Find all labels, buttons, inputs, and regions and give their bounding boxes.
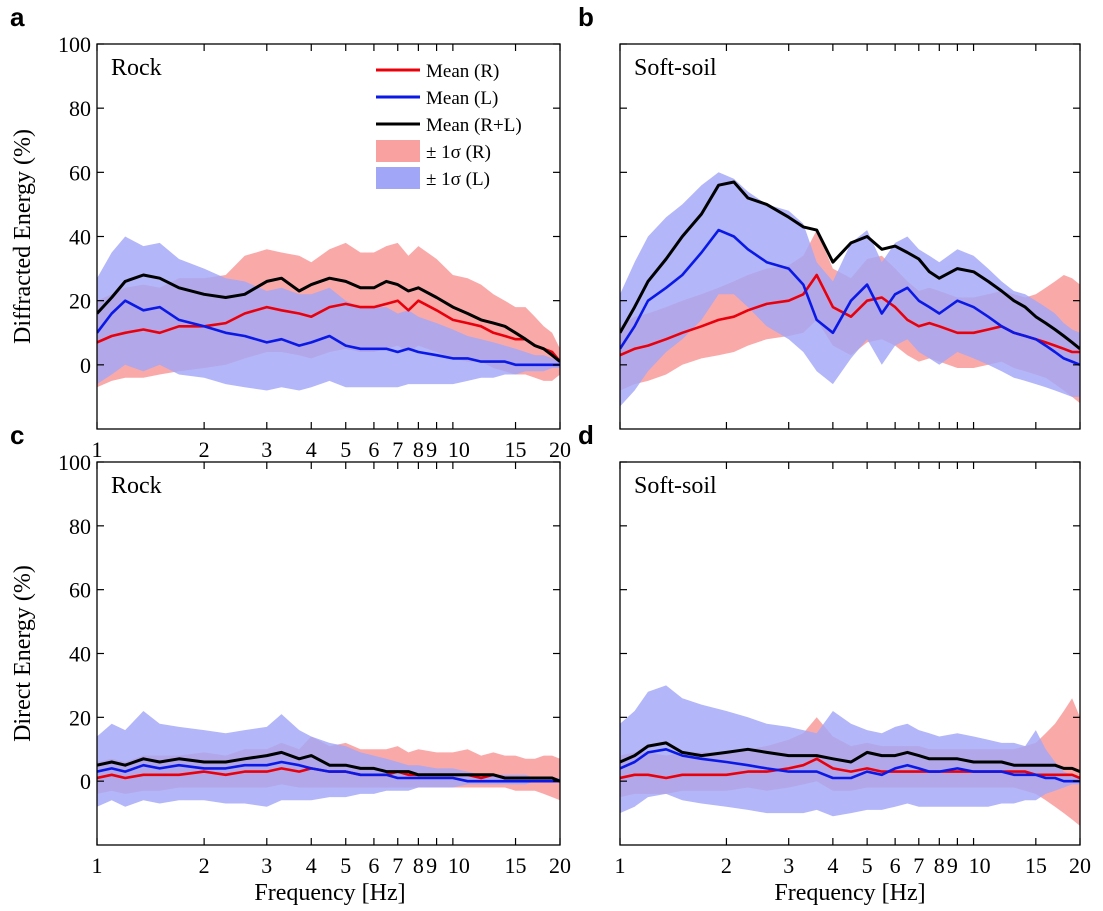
- legend-swatch: [376, 167, 420, 189]
- y-tick-label: 40: [69, 642, 91, 667]
- x-tick-label: 2: [199, 437, 210, 462]
- x-tick-label: 5: [340, 437, 351, 462]
- panel-letter: b: [578, 2, 594, 32]
- legend-label: ± 1σ (R): [426, 142, 491, 163]
- panel-name: Rock: [111, 473, 162, 499]
- x-tick-label: 20: [549, 853, 571, 878]
- legend-label: Mean (R+L): [426, 115, 522, 136]
- series-mean-rl: [97, 750, 560, 783]
- legend: Mean (R) Mean (L) Mean (R+L) ± 1σ (R) ± 1σ (…: [376, 61, 522, 190]
- x-tick-label: 8: [934, 853, 945, 878]
- y-tick-label: 80: [69, 514, 91, 539]
- x-tick-label: 6: [890, 853, 901, 878]
- x-tick-label: 9: [426, 437, 437, 462]
- series-mean-l: [97, 299, 560, 367]
- panel-b: Soft-soil b: [578, 2, 1081, 430]
- series-mean-l: [97, 760, 560, 783]
- x-tick-label: 5: [862, 853, 873, 878]
- y-tick-label: 100: [58, 32, 91, 57]
- panel-name: Soft-soil: [634, 473, 717, 499]
- y-axis-title: Direct Energy (%): [10, 565, 36, 742]
- band-l: [97, 711, 560, 807]
- series-mean-l: [620, 747, 1080, 783]
- x-tick-label: 7: [392, 853, 403, 878]
- series-mean-rl: [620, 741, 1080, 773]
- x-tick-label: 3: [261, 437, 272, 462]
- x-tick-label: 15: [505, 853, 527, 878]
- x-tick-label: 1: [615, 853, 626, 878]
- panel-letter: a: [10, 2, 25, 32]
- series-mean-rl: [97, 273, 560, 363]
- x-tick-label: 7: [392, 437, 403, 462]
- legend-label: Mean (R): [426, 61, 499, 82]
- series-mean-rl: [620, 180, 1080, 350]
- x-tick-label: 1: [92, 437, 103, 462]
- x-tick-label: 3: [783, 853, 794, 878]
- x-tick-label: 15: [1025, 853, 1047, 878]
- x-tick-label: 8: [413, 853, 424, 878]
- x-axis-title-left: Frequency [Hz]: [254, 880, 405, 906]
- y-tick-label: 80: [69, 96, 91, 121]
- legend-label: ± 1σ (L): [426, 169, 490, 190]
- x-axis-title-right: Frequency [Hz]: [774, 880, 925, 906]
- x-tick-label: 5: [340, 853, 351, 878]
- series-mean-r: [97, 299, 560, 363]
- x-tick-label: 4: [306, 437, 317, 462]
- y-axis-title: Diffracted Energy (%): [10, 129, 36, 344]
- y-tick-label: 0: [80, 769, 91, 794]
- x-tick-label: 1: [92, 853, 103, 878]
- panel-name: Rock: [111, 55, 162, 81]
- x-tick-label: 4: [827, 853, 838, 878]
- band-l: [620, 172, 1080, 407]
- legend-swatch: [376, 140, 420, 162]
- x-tick-label: 6: [368, 853, 379, 878]
- series-mean-l: [620, 228, 1080, 367]
- x-tick-label: 6: [368, 437, 379, 462]
- x-tick-label: 20: [1069, 853, 1091, 878]
- x-tick-label: 7: [913, 853, 924, 878]
- y-tick-label: 60: [69, 578, 91, 603]
- legend-label: Mean (L): [426, 88, 498, 109]
- x-tick-label: 3: [261, 853, 272, 878]
- y-tick-label: 60: [69, 160, 91, 185]
- panel-d: 1 2 3 4 5 6 7 8 9 10 15 20 Soft-soil d: [578, 420, 1091, 878]
- panel-letter: d: [578, 420, 594, 450]
- y-tick-label: 20: [69, 705, 91, 730]
- panel-letter: c: [10, 420, 24, 450]
- x-tick-label: 10: [448, 853, 470, 878]
- x-tick-label: 2: [721, 853, 732, 878]
- y-tick-label: 20: [69, 289, 91, 314]
- x-tick-label: 10: [969, 853, 991, 878]
- y-tick-label: 0: [80, 353, 91, 378]
- band-l: [620, 685, 1080, 817]
- y-tick-label: 40: [69, 225, 91, 250]
- x-tick-label: 15: [505, 437, 527, 462]
- x-tick-label: 10: [448, 437, 470, 462]
- band-l: [97, 236, 560, 391]
- x-tick-label: 20: [549, 437, 571, 462]
- panel-name: Soft-soil: [634, 55, 717, 81]
- y-tick-label: 100: [58, 450, 91, 475]
- x-tick-label: 9: [426, 853, 437, 878]
- x-tick-label: 9: [947, 853, 958, 878]
- x-tick-label: 4: [306, 853, 317, 878]
- x-tick-label: 2: [199, 853, 210, 878]
- x-tick-label: 8: [413, 437, 424, 462]
- panel-a: 0 20 40 60 80 100 1 2 3 4 5 6 7 8 9 10 15 20 Diffracted En…: [10, 2, 571, 462]
